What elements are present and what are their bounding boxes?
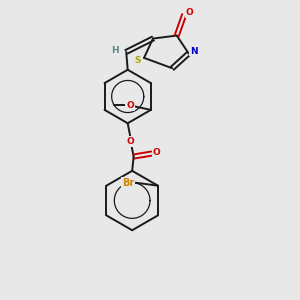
Text: N: N [190, 46, 198, 56]
Text: O: O [186, 8, 194, 17]
Text: S: S [134, 56, 141, 65]
Text: Br: Br [122, 178, 134, 188]
Text: O: O [127, 137, 135, 146]
Text: H: H [111, 46, 119, 55]
Text: O: O [153, 148, 161, 157]
Text: O: O [126, 101, 134, 110]
